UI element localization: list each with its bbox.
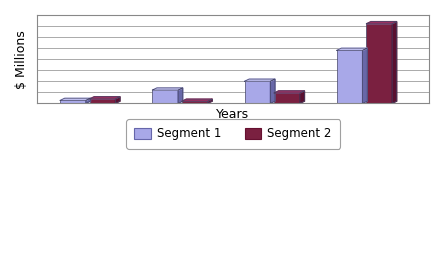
Polygon shape <box>90 97 120 99</box>
Bar <box>337 50 363 103</box>
Polygon shape <box>366 22 397 24</box>
Polygon shape <box>86 98 91 103</box>
Bar <box>245 81 270 103</box>
Polygon shape <box>115 97 120 103</box>
Polygon shape <box>363 48 367 103</box>
Polygon shape <box>208 99 212 103</box>
Polygon shape <box>245 79 275 81</box>
Bar <box>60 100 86 103</box>
Y-axis label: $ Millions: $ Millions <box>15 30 28 89</box>
Bar <box>182 101 208 103</box>
Legend: Segment 1, Segment 2: Segment 1, Segment 2 <box>126 119 340 149</box>
Bar <box>152 90 178 103</box>
Polygon shape <box>300 91 305 103</box>
Polygon shape <box>182 99 212 101</box>
Polygon shape <box>337 48 367 50</box>
Polygon shape <box>392 22 397 103</box>
Polygon shape <box>178 88 183 103</box>
Bar <box>366 24 392 103</box>
Bar <box>90 99 115 103</box>
Bar <box>274 93 300 103</box>
Polygon shape <box>274 91 305 93</box>
Polygon shape <box>152 88 183 90</box>
Polygon shape <box>60 98 91 100</box>
X-axis label: Years: Years <box>217 107 250 120</box>
Polygon shape <box>270 79 275 103</box>
